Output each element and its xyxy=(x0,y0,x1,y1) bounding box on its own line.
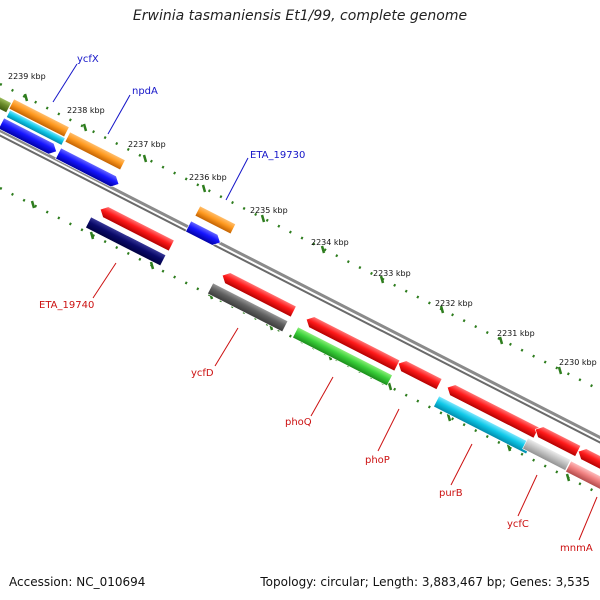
gene-block-red-ETA_19740 xyxy=(99,206,175,252)
gene-label-npdA: npdA xyxy=(132,86,158,97)
gene-label-purB: purB xyxy=(439,488,463,499)
gene-block-blue-left xyxy=(0,117,57,155)
gene-block-red-phoP xyxy=(397,360,443,390)
gene-labels: ycfX npdA ETA_19730 ETA_19740 ycfD phoQ … xyxy=(39,54,593,554)
backbone-inner xyxy=(0,134,600,444)
label-leaders xyxy=(52,63,598,541)
gene-label-ycfD: ycfD xyxy=(191,368,214,379)
gene-label-phoP: phoP xyxy=(365,455,390,466)
accession-text: Accession: NC_010694 xyxy=(9,575,146,589)
backbone-outer xyxy=(0,128,600,440)
gene-label-mnmA: mnmA xyxy=(560,543,593,554)
gene-block-pink-mnmA xyxy=(565,460,600,491)
map-title: Erwinia tasmaniensis Et1/99, complete ge… xyxy=(132,8,468,24)
tick-label: 2233 kbp xyxy=(373,269,411,278)
genome-summary-text: Topology: circular; Length: 3,883,467 bp… xyxy=(260,575,590,589)
plus-strand-features xyxy=(0,91,237,246)
tick-label: 2232 kbp xyxy=(435,299,473,308)
gene-block-navy-ETA_19740 xyxy=(85,216,167,267)
tick-label: 2237 kbp xyxy=(128,140,166,149)
gene-block-red-phoQ xyxy=(305,316,401,372)
minus-strand-features xyxy=(85,206,600,491)
tick-label: 2235 kbp xyxy=(250,206,288,215)
tick-label: 2236 kbp xyxy=(189,173,227,182)
tick-label: 2239 kbp xyxy=(8,72,46,81)
gene-block-olive xyxy=(0,91,12,114)
tick-label: 2238 kbp xyxy=(67,106,105,115)
major-ticks-outer xyxy=(23,93,563,375)
gene-block-orange-ETA_19730 xyxy=(194,205,237,235)
gene-label-ycfC: ycfC xyxy=(507,519,529,530)
tick-label: 2230 kbp xyxy=(559,358,597,367)
gene-label-ycfX: ycfX xyxy=(77,54,99,65)
gene-block-red-ycfD xyxy=(221,272,297,318)
gene-block-red-purB xyxy=(446,384,540,439)
gene-block-blue-npdA xyxy=(55,147,120,188)
gene-block-red-mnmA xyxy=(577,448,600,476)
gene-block-gray-ycfD xyxy=(207,282,289,333)
gene-label-ETA_19730: ETA_19730 xyxy=(250,150,305,161)
tick-track-outer xyxy=(0,82,600,392)
gene-block-orange-npdA xyxy=(64,131,126,171)
tick-labels: 2239 kbp 2238 kbp 2237 kbp 2236 kbp 2235… xyxy=(8,72,597,367)
gene-block-orange-ycfX xyxy=(8,98,70,138)
tick-label: 2231 kbp xyxy=(497,329,535,338)
gene-block-lightgray-ycfC xyxy=(522,437,572,471)
gene-label-ETA_19740: ETA_19740 xyxy=(39,300,94,311)
gene-block-cyan-ycfX xyxy=(5,109,66,146)
gene-label-phoQ: phoQ xyxy=(285,417,312,428)
gene-block-blue-ETA_19730 xyxy=(185,220,221,246)
gene-block-green-phoQ xyxy=(292,326,393,387)
gene-block-red-ycfC xyxy=(534,426,582,457)
tick-label: 2234 kbp xyxy=(311,238,349,247)
